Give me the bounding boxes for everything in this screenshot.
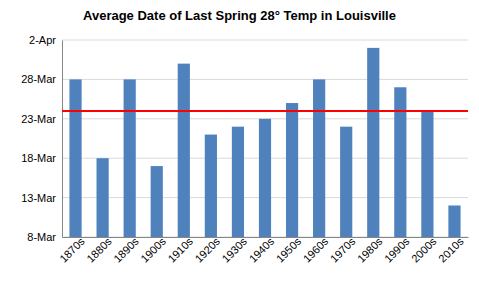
x-tick: 1950s: [274, 235, 304, 265]
x-tick: 1970s: [328, 235, 358, 265]
grid-line: [62, 79, 468, 80]
x-tick: 1990s: [382, 235, 412, 265]
bar: [313, 79, 325, 237]
x-tick-label: 1900s: [138, 235, 168, 265]
y-tick-label: 23-Mar: [21, 113, 56, 125]
grid: [62, 40, 468, 237]
chart: Average Date of Last Spring 28° Temp in …: [0, 0, 479, 287]
x-tick-label: 1910s: [165, 235, 195, 265]
x-tick: 1900s: [138, 235, 168, 265]
bar: [286, 103, 298, 237]
y-tick: 18-Mar: [21, 152, 62, 164]
bar: [232, 127, 244, 237]
x-tick-label: 1980s: [355, 235, 385, 265]
x-tick: 1980s: [355, 235, 385, 265]
x-tick: 1870s: [57, 235, 87, 265]
bar: [205, 135, 217, 237]
y-axis: 8-Mar 13-Mar 18-Mar 23-Mar 28-Mar 2-Apr: [21, 34, 62, 243]
bars: [62, 48, 468, 237]
x-tick: 1920s: [192, 235, 222, 265]
bar: [69, 79, 81, 237]
y-tick: 8-Mar: [27, 231, 62, 243]
bar: [259, 119, 271, 237]
x-tick: 1960s: [301, 235, 331, 265]
x-tick-label: 1990s: [382, 235, 412, 265]
y-tick-label: 13-Mar: [21, 192, 56, 204]
bar: [394, 87, 406, 237]
title: Average Date of Last Spring 28° Temp in …: [83, 8, 396, 23]
x-tick-label: 2000s: [409, 235, 439, 265]
x-tick-label: 1880s: [84, 235, 114, 265]
bar: [97, 158, 109, 237]
y-tick: 2-Apr: [29, 34, 62, 46]
x-tick: 1880s: [84, 235, 114, 265]
bar: [124, 79, 136, 237]
bar: [151, 166, 163, 237]
bar: [448, 205, 460, 237]
y-tick-label: 8-Mar: [27, 231, 56, 243]
y-axis-line: [62, 41, 63, 238]
bar: [340, 127, 352, 237]
x-tick: 1890s: [111, 235, 141, 265]
y-tick: 13-Mar: [21, 192, 62, 204]
bar: [421, 111, 433, 237]
x-tick: 2010s: [436, 235, 466, 265]
y-tick: 28-Mar: [21, 73, 62, 85]
grid-line: [62, 40, 468, 41]
x-tick: 1910s: [165, 235, 195, 265]
bar: [178, 64, 190, 237]
bar: [367, 48, 379, 237]
x-tick-label: 1940s: [247, 235, 277, 265]
plot: 8-Mar13-Mar18-Mar23-Mar28-Mar2-Apr1870s1…: [21, 34, 468, 265]
reference-line: [62, 110, 468, 112]
background: [0, 0, 479, 287]
y-tick: 23-Mar: [21, 113, 62, 125]
x-tick-label: 1970s: [328, 235, 358, 265]
x-tick: 1940s: [247, 235, 277, 265]
x-tick-label: 2010s: [436, 235, 466, 265]
x-tick-label: 1920s: [192, 235, 222, 265]
y-tick-label: 28-Mar: [21, 73, 56, 85]
x-axis: 1870s1880s1890s1900s1910s1920s1930s1940s…: [57, 235, 468, 265]
x-tick: 1930s: [219, 235, 249, 265]
x-tick-label: 1870s: [57, 235, 87, 265]
x-tick-label: 1960s: [301, 235, 331, 265]
y-tick-label: 18-Mar: [21, 152, 56, 164]
x-tick-label: 1950s: [274, 235, 304, 265]
x-tick: 2000s: [409, 235, 439, 265]
x-tick-label: 1930s: [219, 235, 249, 265]
x-tick-label: 1890s: [111, 235, 141, 265]
y-tick-label: 2-Apr: [29, 34, 56, 46]
